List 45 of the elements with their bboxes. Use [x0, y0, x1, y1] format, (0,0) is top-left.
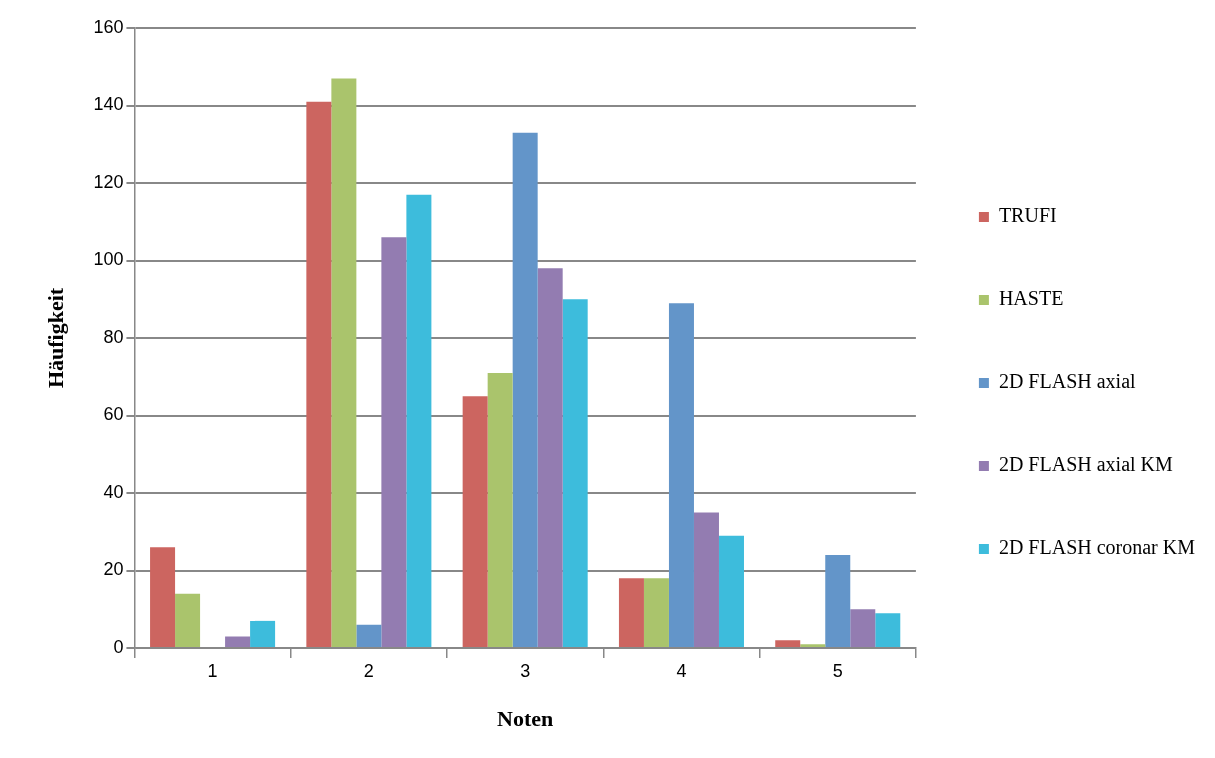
x-tick-label: 5	[832, 660, 843, 681]
bar	[462, 396, 488, 647]
y-tick-label: 60	[103, 404, 124, 425]
y-tick-label: 100	[93, 249, 124, 270]
legend-label: 2D FLASH axial KM	[998, 453, 1174, 476]
bar	[306, 101, 332, 647]
x-tick-label: 2	[363, 660, 374, 681]
bar	[643, 578, 669, 647]
y-tick-label: 20	[103, 559, 124, 580]
y-tick-label: 140	[93, 94, 124, 115]
bar	[825, 555, 851, 647]
bar	[487, 372, 513, 647]
bar	[512, 132, 538, 647]
bar	[381, 237, 407, 647]
y-tick-label: 40	[103, 481, 124, 502]
bar	[150, 547, 176, 647]
y-axis-title: Häufigkeit	[42, 287, 68, 389]
y-tick-label: 120	[93, 171, 124, 192]
bar	[250, 620, 276, 647]
y-tick-label: 160	[93, 16, 124, 37]
bar	[562, 299, 588, 647]
bar	[718, 535, 744, 647]
legend-label: TRUFI	[998, 204, 1057, 227]
x-tick-label: 3	[520, 660, 531, 681]
bar	[356, 624, 382, 647]
x-tick-label: 4	[676, 660, 687, 681]
y-tick-label: 80	[103, 326, 124, 347]
bar	[668, 303, 694, 647]
bar	[331, 78, 357, 647]
bar	[800, 644, 826, 647]
x-tick-label: 1	[207, 660, 218, 681]
legend-label: 2D FLASH coronar KM	[998, 536, 1196, 559]
x-axis-title: Noten	[497, 706, 554, 732]
bar	[775, 640, 801, 647]
y-tick-label: 0	[113, 636, 124, 657]
bar	[537, 268, 563, 647]
legend-label: 2D FLASH axial	[998, 370, 1137, 393]
bar	[850, 609, 876, 647]
bar	[618, 578, 644, 647]
bar	[175, 593, 201, 647]
bar	[406, 194, 432, 647]
bar	[693, 512, 719, 647]
legend-label: HASTE	[998, 287, 1064, 310]
bar	[875, 613, 901, 647]
bar	[225, 636, 251, 647]
